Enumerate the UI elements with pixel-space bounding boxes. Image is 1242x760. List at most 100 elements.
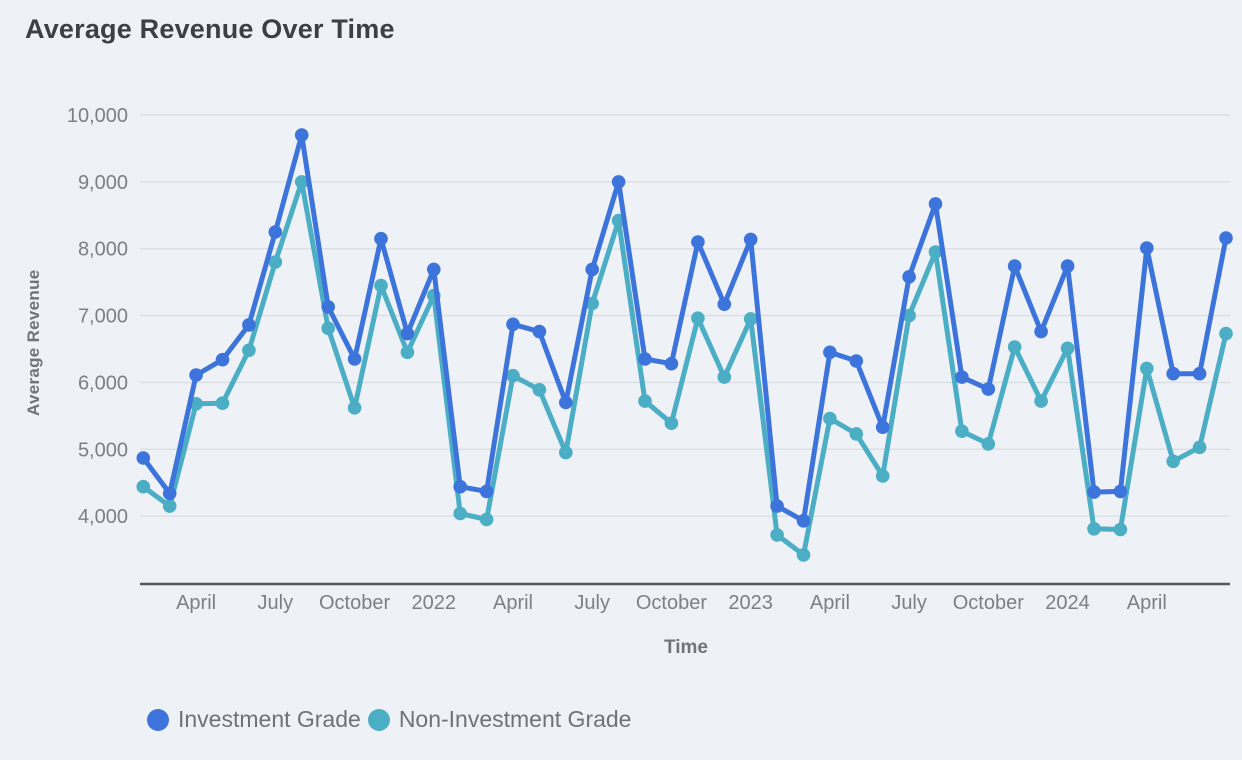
data-point-non-investment-grade[interactable] — [294, 175, 309, 189]
data-point-investment-grade[interactable] — [532, 324, 547, 339]
data-point-non-investment-grade[interactable] — [347, 401, 362, 415]
legend-item-investment-grade[interactable]: Investment Grade — [147, 706, 361, 733]
data-point-non-investment-grade[interactable] — [162, 499, 177, 513]
data-point-investment-grade[interactable] — [902, 270, 916, 284]
data-point-non-investment-grade[interactable] — [585, 296, 599, 311]
data-point-non-investment-grade[interactable] — [1007, 340, 1022, 354]
data-point-non-investment-grade[interactable] — [268, 255, 283, 269]
data-point-non-investment-grade[interactable] — [717, 370, 732, 384]
data-point-non-investment-grade[interactable] — [1060, 341, 1075, 356]
data-point-investment-grade[interactable] — [136, 451, 151, 465]
data-point-non-investment-grade[interactable] — [1113, 522, 1128, 537]
data-point-investment-grade[interactable] — [189, 368, 203, 382]
data-point-investment-grade[interactable] — [638, 352, 652, 366]
data-point-non-investment-grade[interactable] — [1166, 454, 1180, 469]
x-tick-label: October — [953, 592, 1024, 614]
data-point-non-investment-grade[interactable] — [374, 278, 388, 293]
data-point-investment-grade[interactable] — [559, 395, 573, 410]
data-point-investment-grade[interactable] — [1060, 259, 1075, 273]
data-point-investment-grade[interactable] — [875, 420, 890, 435]
line-non-investment-grade — [140, 179, 1229, 558]
y-tick-label: 10,000 — [67, 105, 128, 127]
data-point-non-investment-grade[interactable] — [638, 394, 652, 408]
data-point-non-investment-grade[interactable] — [215, 396, 230, 411]
data-point-non-investment-grade[interactable] — [559, 445, 573, 460]
data-point-non-investment-grade[interactable] — [321, 321, 336, 336]
y-axis-title: Average Revenue — [24, 269, 43, 417]
data-point-investment-grade[interactable] — [268, 225, 283, 239]
x-tick-label: October — [319, 592, 390, 614]
x-tick-label: 2022 — [412, 592, 457, 614]
x-tick-label: April — [1127, 592, 1167, 614]
data-point-investment-grade[interactable] — [1219, 231, 1233, 245]
x-tick-label: 2023 — [728, 592, 773, 614]
data-point-investment-grade[interactable] — [717, 297, 732, 312]
data-point-non-investment-grade[interactable] — [532, 383, 547, 397]
x-tick-label: April — [176, 592, 216, 614]
data-point-investment-grade[interactable] — [981, 382, 996, 396]
data-point-investment-grade[interactable] — [955, 370, 969, 384]
data-point-non-investment-grade[interactable] — [1192, 440, 1207, 455]
data-point-investment-grade[interactable] — [374, 231, 388, 246]
data-point-investment-grade[interactable] — [611, 175, 626, 189]
chart-legend: Investment Grade Non-Investment Grade — [147, 706, 631, 733]
data-point-investment-grade[interactable] — [453, 479, 468, 494]
data-point-investment-grade[interactable] — [1087, 485, 1101, 499]
line-investment-grade — [140, 132, 1229, 524]
data-point-investment-grade[interactable] — [427, 262, 441, 277]
legend-item-non-investment-grade[interactable]: Non-Investment Grade — [367, 706, 631, 733]
data-point-non-investment-grade[interactable] — [1219, 326, 1233, 341]
data-point-investment-grade[interactable] — [849, 354, 864, 368]
data-point-investment-grade[interactable] — [1140, 241, 1154, 255]
data-point-non-investment-grade[interactable] — [1140, 361, 1154, 376]
data-point-non-investment-grade[interactable] — [928, 245, 943, 259]
data-point-investment-grade[interactable] — [294, 128, 309, 142]
data-point-non-investment-grade[interactable] — [664, 416, 679, 431]
data-point-investment-grade[interactable] — [506, 317, 520, 332]
data-point-investment-grade[interactable] — [162, 486, 177, 501]
data-point-investment-grade[interactable] — [1007, 259, 1022, 273]
data-point-investment-grade[interactable] — [321, 300, 336, 314]
data-point-investment-grade[interactable] — [242, 318, 256, 332]
data-point-non-investment-grade[interactable] — [453, 506, 468, 521]
y-tick-label: 8,000 — [78, 239, 128, 261]
y-tick-label: 6,000 — [78, 372, 128, 394]
data-point-non-investment-grade[interactable] — [823, 411, 837, 426]
data-point-non-investment-grade[interactable] — [875, 469, 890, 483]
data-point-investment-grade[interactable] — [1113, 484, 1128, 499]
data-point-non-investment-grade[interactable] — [479, 512, 494, 527]
data-point-investment-grade[interactable] — [215, 352, 230, 367]
data-point-non-investment-grade[interactable] — [796, 548, 811, 562]
data-point-investment-grade[interactable] — [823, 345, 837, 360]
data-point-investment-grade[interactable] — [691, 235, 705, 249]
chart-title: Average Revenue Over Time — [25, 14, 395, 44]
data-point-non-investment-grade[interactable] — [1034, 394, 1048, 408]
data-point-investment-grade[interactable] — [743, 232, 758, 247]
data-point-investment-grade[interactable] — [770, 499, 784, 513]
y-tick-label: 7,000 — [78, 306, 128, 328]
data-point-non-investment-grade[interactable] — [955, 424, 969, 439]
data-point-non-investment-grade[interactable] — [136, 479, 151, 494]
data-point-investment-grade[interactable] — [1034, 324, 1048, 339]
data-point-non-investment-grade[interactable] — [506, 368, 520, 383]
data-point-non-investment-grade[interactable] — [902, 308, 916, 323]
data-point-investment-grade[interactable] — [664, 356, 679, 371]
data-point-non-investment-grade[interactable] — [770, 528, 784, 542]
data-point-investment-grade[interactable] — [479, 484, 494, 499]
data-point-non-investment-grade[interactable] — [400, 345, 415, 360]
data-point-investment-grade[interactable] — [1166, 366, 1180, 381]
data-point-non-investment-grade[interactable] — [849, 427, 864, 441]
data-point-investment-grade[interactable] — [400, 326, 415, 341]
data-point-investment-grade[interactable] — [928, 197, 943, 211]
data-point-non-investment-grade[interactable] — [981, 437, 996, 451]
data-point-investment-grade[interactable] — [1192, 366, 1207, 381]
data-point-non-investment-grade[interactable] — [1087, 522, 1101, 536]
data-point-non-investment-grade[interactable] — [743, 312, 758, 326]
x-tick-label: July — [258, 592, 294, 614]
data-point-non-investment-grade[interactable] — [691, 311, 705, 326]
data-point-investment-grade[interactable] — [585, 262, 599, 277]
data-point-non-investment-grade[interactable] — [242, 343, 256, 358]
data-point-investment-grade[interactable] — [347, 352, 362, 366]
data-point-investment-grade[interactable] — [796, 514, 811, 528]
